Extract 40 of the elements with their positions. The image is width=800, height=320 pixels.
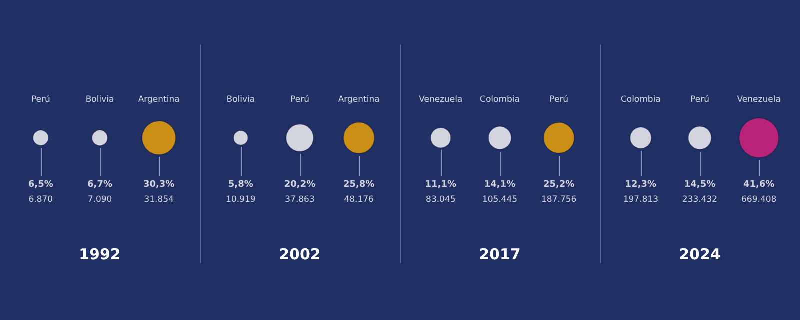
data-label: 669.408 bbox=[742, 195, 777, 205]
data-label: 11,1% bbox=[425, 180, 457, 190]
data-label: 10.919 bbox=[226, 195, 256, 205]
text: 2024 bbox=[679, 246, 721, 264]
text: 2002 bbox=[279, 246, 321, 264]
data-label: 41,6% bbox=[743, 180, 775, 190]
data-label: 197.813 bbox=[623, 195, 658, 205]
data-label: 48.176 bbox=[344, 195, 374, 205]
data-label: 6,7% bbox=[88, 180, 112, 190]
data-label: 31.854 bbox=[144, 195, 174, 205]
text: 1992 bbox=[79, 246, 121, 264]
data-label: 83.045 bbox=[426, 195, 456, 205]
category-label: Bolivia bbox=[226, 95, 256, 105]
category-label: Perú bbox=[31, 95, 50, 105]
data-label: 187.756 bbox=[542, 195, 577, 205]
category-label: Argentina bbox=[338, 95, 380, 105]
category-label: Bolivia bbox=[86, 95, 114, 105]
category-label: Venezuela bbox=[737, 95, 781, 105]
data-label: 20,2% bbox=[284, 180, 316, 190]
text: 2017 bbox=[479, 246, 521, 264]
data-label: 30,3% bbox=[143, 180, 175, 190]
data-label: 25,8% bbox=[343, 180, 375, 190]
data-label: 12,3% bbox=[625, 180, 657, 190]
data-label: 14,1% bbox=[484, 180, 516, 190]
category-label: Perú bbox=[550, 95, 569, 105]
data-label: 5,8% bbox=[228, 180, 254, 190]
data-label: 25,2% bbox=[543, 180, 575, 190]
category-label: Venezuela bbox=[419, 95, 463, 105]
category-label: Argentina bbox=[138, 95, 180, 105]
data-label: 233.432 bbox=[682, 195, 718, 205]
category-label: Colombia bbox=[480, 95, 520, 105]
category-label: Perú bbox=[290, 95, 310, 105]
data-label: 6,5% bbox=[28, 180, 54, 190]
category-label: Perú bbox=[690, 95, 710, 105]
data-label: 7.090 bbox=[88, 195, 112, 205]
data-label: 37.863 bbox=[285, 195, 315, 205]
data-label: 6.870 bbox=[28, 195, 54, 205]
data-label: 105.445 bbox=[482, 195, 518, 205]
data-label: 14,5% bbox=[684, 180, 716, 190]
category-label: Colombia bbox=[620, 95, 661, 105]
